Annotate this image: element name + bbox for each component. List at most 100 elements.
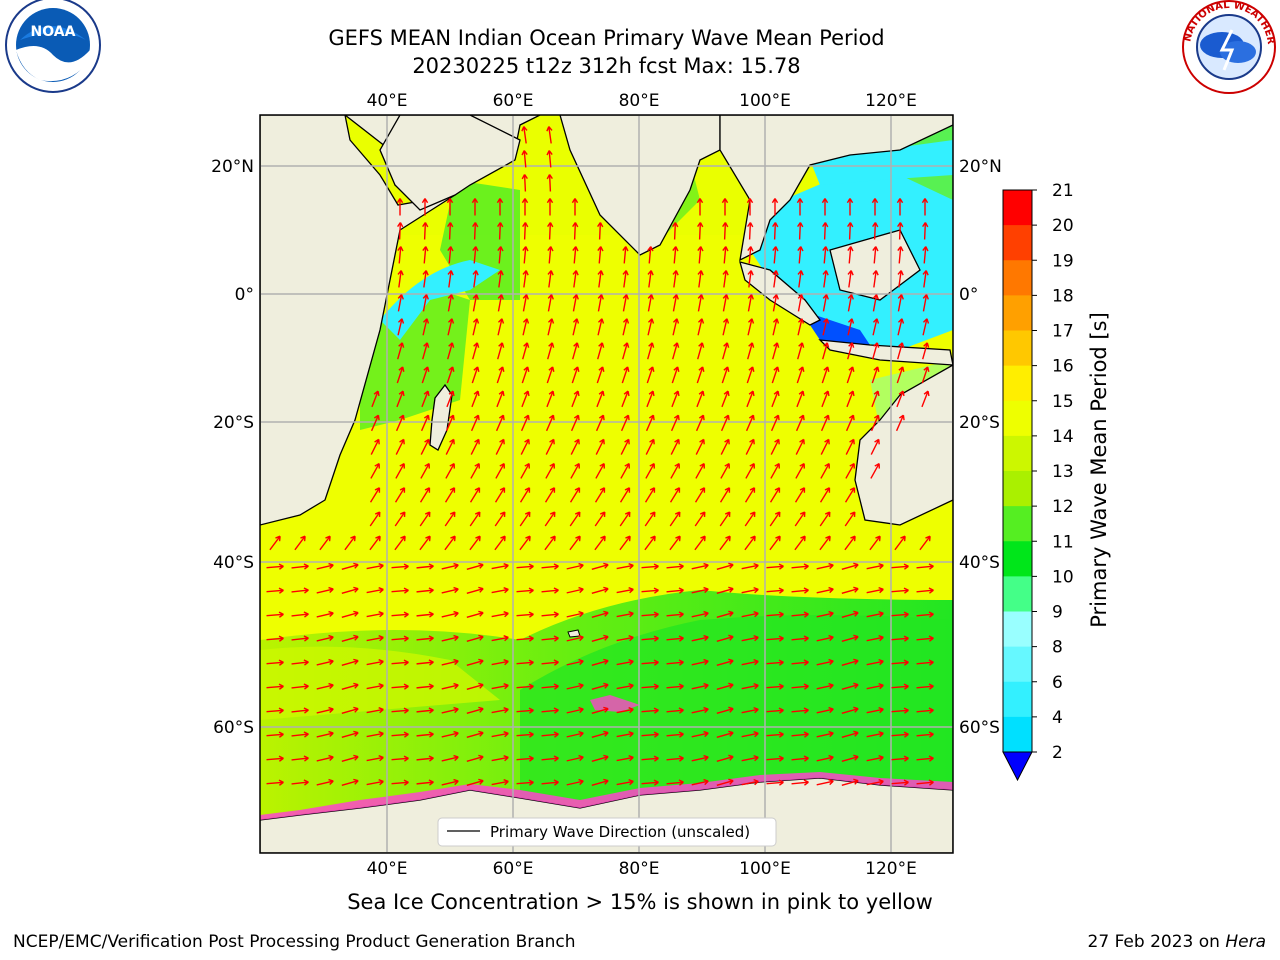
wave-direction-arrow xyxy=(516,659,534,666)
wave-direction-arrow xyxy=(841,562,859,571)
wave-direction-arrow xyxy=(597,318,605,336)
wave-direction-arrow xyxy=(797,270,804,288)
wave-direction-arrow xyxy=(891,611,909,618)
wave-direction-arrow xyxy=(845,438,855,455)
wave-direction-arrow xyxy=(316,610,334,618)
wave-direction-arrow xyxy=(446,390,455,408)
wave-direction-arrow xyxy=(366,779,384,786)
wave-direction-arrow xyxy=(791,731,809,738)
wave-direction-arrow xyxy=(616,659,634,666)
wave-direction-arrow xyxy=(516,779,534,786)
wave-direction-arrow xyxy=(471,198,479,216)
colorbar-segment xyxy=(1003,260,1032,296)
wave-direction-arrow xyxy=(747,318,755,336)
wave-direction-arrow xyxy=(741,658,759,666)
shelf-somali xyxy=(380,260,500,340)
wave-direction-arrow xyxy=(841,706,859,715)
wave-direction-arrow xyxy=(872,222,879,240)
wave-direction-arrow xyxy=(616,707,634,714)
wave-direction-arrow xyxy=(520,438,530,455)
wave-direction-arrow xyxy=(716,658,734,667)
wave-direction-arrow xyxy=(844,511,856,527)
wave-direction-arrow xyxy=(791,587,809,594)
wave-direction-arrow xyxy=(891,707,909,714)
wave-direction-arrow xyxy=(645,414,655,432)
wave-direction-arrow xyxy=(397,318,405,336)
wave-direction-arrow xyxy=(591,658,609,667)
wave-direction-arrow xyxy=(846,198,854,216)
wave-direction-arrow xyxy=(670,414,680,432)
wave-direction-arrow xyxy=(594,535,606,551)
wave-direction-arrow xyxy=(772,246,779,264)
wave-direction-arrow xyxy=(494,511,506,527)
wave-direction-arrow xyxy=(420,414,430,432)
wave-direction-arrow xyxy=(845,462,855,479)
wave-direction-arrow xyxy=(469,535,481,551)
wave-direction-arrow xyxy=(341,586,359,594)
wave-direction-arrow xyxy=(566,754,584,762)
wave-direction-arrow xyxy=(666,731,684,738)
wave-direction-arrow xyxy=(796,390,805,408)
wave-direction-arrow xyxy=(545,438,555,455)
wave-direction-arrow xyxy=(697,318,705,336)
colorbar: 2 4 6 8 9 10 11 12 13 14 15 16 17 18 19 20 21 xyxy=(1002,181,1074,782)
wave-direction-arrow xyxy=(641,563,659,570)
wave-direction-arrow xyxy=(416,635,434,642)
lon-tick-top: 60°E xyxy=(493,91,534,111)
wave-direction-arrow xyxy=(891,779,909,786)
wave-direction-arrow xyxy=(695,462,705,479)
wave-direction-arrow xyxy=(691,634,709,642)
wave-direction-arrow xyxy=(491,611,509,618)
wave-direction-arrow xyxy=(569,511,581,527)
wave-direction-arrow xyxy=(794,487,806,503)
wave-direction-arrow xyxy=(922,222,929,240)
wave-direction-arrow xyxy=(641,587,659,594)
wave-direction-arrow xyxy=(422,342,430,360)
wave-direction-arrow xyxy=(641,755,659,762)
wave-direction-arrow xyxy=(897,318,905,336)
colorbar-segment xyxy=(1003,365,1032,402)
lon-tick-bottom: 100°E xyxy=(739,859,791,879)
wave-direction-arrow xyxy=(519,535,531,551)
wave-direction-arrow xyxy=(471,390,480,408)
wave-direction-arrow xyxy=(691,778,709,786)
colorbar-segment xyxy=(1003,611,1032,648)
colorbar-tick-label: 21 xyxy=(1052,181,1074,201)
lat-tick-right: 40°S xyxy=(959,553,1000,573)
wave-direction-arrow xyxy=(591,754,609,763)
lon-tick-bottom: 40°E xyxy=(367,859,408,879)
wave-direction-arrow xyxy=(922,270,929,288)
wave-direction-arrow xyxy=(570,414,580,432)
wave-direction-arrow xyxy=(841,682,859,691)
wave-direction-arrow xyxy=(845,414,855,432)
wave-direction-arrow xyxy=(741,730,759,738)
wave-direction-arrow xyxy=(822,222,829,240)
colorbar-segment xyxy=(1003,541,1032,577)
wave-direction-arrow xyxy=(866,562,884,570)
wave-direction-arrow xyxy=(466,754,484,763)
wave-direction-arrow xyxy=(666,563,684,570)
wave-direction-arrow xyxy=(741,778,759,786)
colorbar-segment xyxy=(1003,190,1032,226)
wave-direction-arrow xyxy=(394,511,406,527)
graticule xyxy=(260,115,953,853)
wave-direction-arrow xyxy=(397,222,404,240)
footer-date: 27 Feb 2023 on Hera xyxy=(1088,932,1266,952)
wave-direction-arrow xyxy=(691,682,709,690)
wave-direction-arrow xyxy=(594,511,606,527)
wave-direction-arrow xyxy=(747,222,754,240)
wave-direction-arrow xyxy=(266,755,284,762)
wave-direction-arrow xyxy=(821,198,829,216)
colorbar-tick-label: 12 xyxy=(1052,497,1074,517)
wave-direction-arrow xyxy=(897,342,905,360)
wave-direction-arrow xyxy=(766,779,784,786)
wave-direction-arrow xyxy=(497,318,505,336)
wave-direction-arrow xyxy=(796,366,805,384)
wave-direction-arrow xyxy=(791,635,809,642)
wave-direction-arrow xyxy=(872,318,880,336)
wave-direction-arrow xyxy=(691,562,709,570)
wave-direction-arrow xyxy=(491,707,509,714)
wave-direction-arrow xyxy=(294,535,306,551)
wave-direction-arrow xyxy=(896,198,904,216)
wave-direction-arrow xyxy=(445,414,455,432)
